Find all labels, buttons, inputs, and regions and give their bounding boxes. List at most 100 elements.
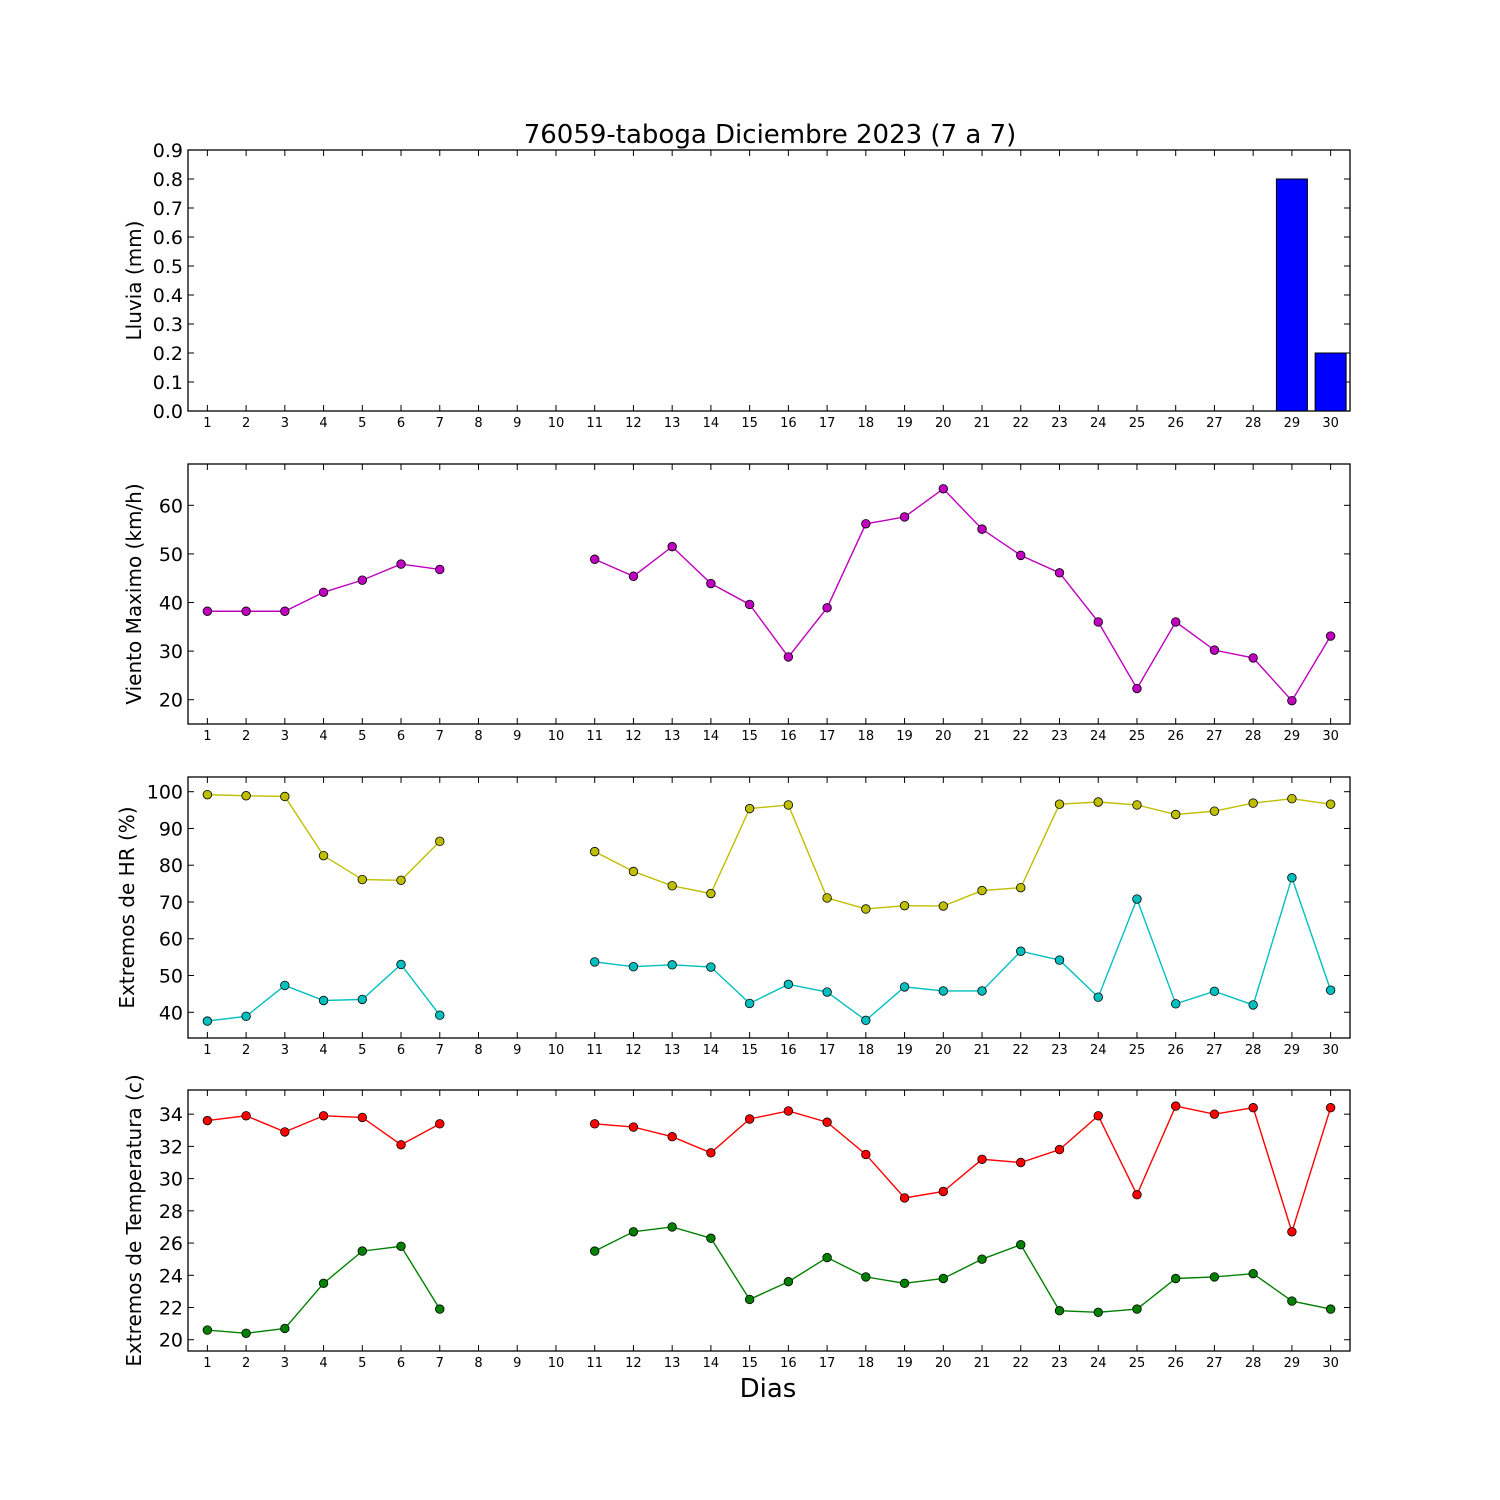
- temperature-series-2-point: [822, 1252, 832, 1263]
- humidity-series-1-point: [1248, 798, 1258, 808]
- temperature-series-1-point: [357, 1112, 368, 1123]
- rain-ytick-label: 0.1: [153, 372, 183, 394]
- rain-xtick-label: 16: [780, 416, 797, 431]
- humidity-series-1-point: [1132, 800, 1142, 810]
- wind-xtick-label: 9: [513, 729, 521, 744]
- temperature-series-2-point: [744, 1294, 755, 1305]
- humidity-xtick-label: 11: [586, 1043, 603, 1058]
- temperature-series-1-point: [1209, 1109, 1220, 1119]
- humidity-series-1-point: [1054, 799, 1065, 809]
- rain-xtick-label: 15: [741, 416, 758, 431]
- temperature-series-1-point: [1093, 1111, 1103, 1121]
- temperature-series-1-point: [1287, 1227, 1297, 1237]
- wind-xtick-label: 12: [625, 729, 642, 744]
- temperature-xtick-label: 14: [703, 1356, 720, 1371]
- temperature-xtick-label: 9: [513, 1356, 521, 1371]
- wind-series-1-point: [1170, 617, 1181, 627]
- wind-xtick-label: 28: [1245, 729, 1262, 744]
- wind-xtick-label: 4: [319, 729, 327, 744]
- humidity-xtick-label: 15: [741, 1043, 758, 1058]
- wind-series-1-point: [822, 603, 832, 613]
- temperature-series-2-line: [594, 1226, 1331, 1314]
- rain-xtick-label: 12: [625, 416, 642, 431]
- humidity-series-1-point: [435, 836, 445, 847]
- humidity-xtick-label: 16: [780, 1043, 797, 1058]
- rain-xtick-label: 23: [1051, 416, 1068, 431]
- temperature-series-1-point: [899, 1193, 910, 1203]
- temperature-xtick-label: 10: [548, 1356, 565, 1371]
- temperature-series-1-point: [1054, 1144, 1065, 1155]
- wind-xtick-label: 27: [1206, 729, 1223, 744]
- humidity-series-1-point: [1287, 793, 1297, 804]
- wind-xtick-label: 2: [242, 729, 250, 744]
- humidity-series-2-point: [783, 979, 794, 990]
- humidity-series-2-point: [977, 986, 987, 996]
- temperature-xtick-label: 3: [281, 1356, 289, 1371]
- humidity-series-1-point: [1170, 809, 1181, 820]
- temperature-series-2-point: [1054, 1306, 1065, 1316]
- temperature-xtick-label: 19: [896, 1356, 913, 1371]
- humidity-ytick-label: 60: [159, 929, 183, 951]
- wind-xtick-label: 29: [1284, 729, 1301, 744]
- wind-series-1-point: [1209, 645, 1220, 655]
- wind-xtick-label: 25: [1129, 729, 1146, 744]
- humidity-series-1-point: [706, 888, 716, 899]
- wind-ytick-label: 50: [159, 544, 183, 566]
- wind-series-1-point: [706, 578, 716, 589]
- temperature-series-2-point: [435, 1304, 445, 1314]
- humidity-series-2-point: [396, 959, 406, 970]
- temperature-xtick-label: 28: [1245, 1356, 1262, 1371]
- rain-xtick-label: 9: [513, 416, 521, 431]
- rain-xtick-label: 25: [1129, 416, 1146, 431]
- rain-ytick-label: 0.9: [153, 140, 183, 162]
- humidity-series-2-point: [1248, 1000, 1258, 1010]
- humidity-series-1-point: [241, 791, 251, 801]
- wind-series-1-point: [357, 575, 368, 585]
- temperature-series-1-point: [202, 1115, 213, 1126]
- wind-ytick-label: 60: [159, 495, 183, 517]
- wind-series-1-point: [202, 606, 213, 616]
- humidity-series-2-point: [1170, 999, 1181, 1009]
- temperature-xtick-label: 30: [1322, 1356, 1339, 1371]
- temperature-ytick-label: 28: [159, 1201, 183, 1223]
- humidity-xtick-label: 20: [935, 1043, 952, 1058]
- wind-ytick-label: 20: [159, 690, 183, 712]
- wind-xtick-label: 1: [203, 729, 211, 744]
- rain-xtick-label: 7: [436, 416, 444, 431]
- rain-panel: 0.00.10.20.30.40.50.60.70.80.91 2 3 4 5 6 7 8 9 1…: [122, 140, 1351, 431]
- temperature-ytick-label: 22: [159, 1298, 183, 1320]
- wind-xtick-label: 10: [548, 729, 565, 744]
- humidity-series-1-point: [590, 846, 600, 857]
- rain-xtick-label: 21: [974, 416, 991, 431]
- humidity-xtick-label: 23: [1051, 1043, 1068, 1058]
- humidity-xtick-label: 17: [819, 1043, 836, 1058]
- temperature-series-1-point: [241, 1111, 251, 1121]
- humidity-plot-frame: [187, 776, 1351, 1039]
- wind-xtick-label: 18: [858, 729, 875, 744]
- wind-series-1-point: [1287, 695, 1297, 706]
- temperature-series-1-point: [280, 1127, 290, 1137]
- temperature-xtick-label: 21: [974, 1356, 991, 1371]
- temperature-series-1-point: [318, 1111, 329, 1121]
- temperature-xtick-label: 18: [858, 1356, 875, 1371]
- wind-xtick-label: 11: [586, 729, 603, 744]
- temperature-xtick-label: 7: [436, 1356, 444, 1371]
- temperature-ytick-label: 34: [159, 1104, 183, 1126]
- wind-series-1-point: [667, 541, 677, 552]
- temperature-series-2-point: [357, 1246, 368, 1256]
- temperature-series-2-point: [1093, 1307, 1103, 1318]
- humidity-series-1-point: [1016, 882, 1026, 893]
- rain-xtick-label: 27: [1206, 416, 1223, 431]
- rain-xtick-label: 29: [1284, 416, 1301, 431]
- wind-series-1-point: [1325, 631, 1336, 641]
- rain-xtick-label: 6: [397, 416, 405, 431]
- temperature-xtick-label: 26: [1167, 1356, 1184, 1371]
- temperature-series-1-point: [1132, 1190, 1142, 1200]
- humidity-series-2-point: [1054, 955, 1065, 965]
- wind-ytick-label: 40: [159, 593, 183, 615]
- humidity-series-2-point: [706, 962, 716, 972]
- temperature-y-axis-label: Extremos de Temperatura (c): [122, 1074, 146, 1366]
- humidity-series-2-point: [318, 995, 329, 1006]
- wind-series-1-point: [241, 606, 251, 616]
